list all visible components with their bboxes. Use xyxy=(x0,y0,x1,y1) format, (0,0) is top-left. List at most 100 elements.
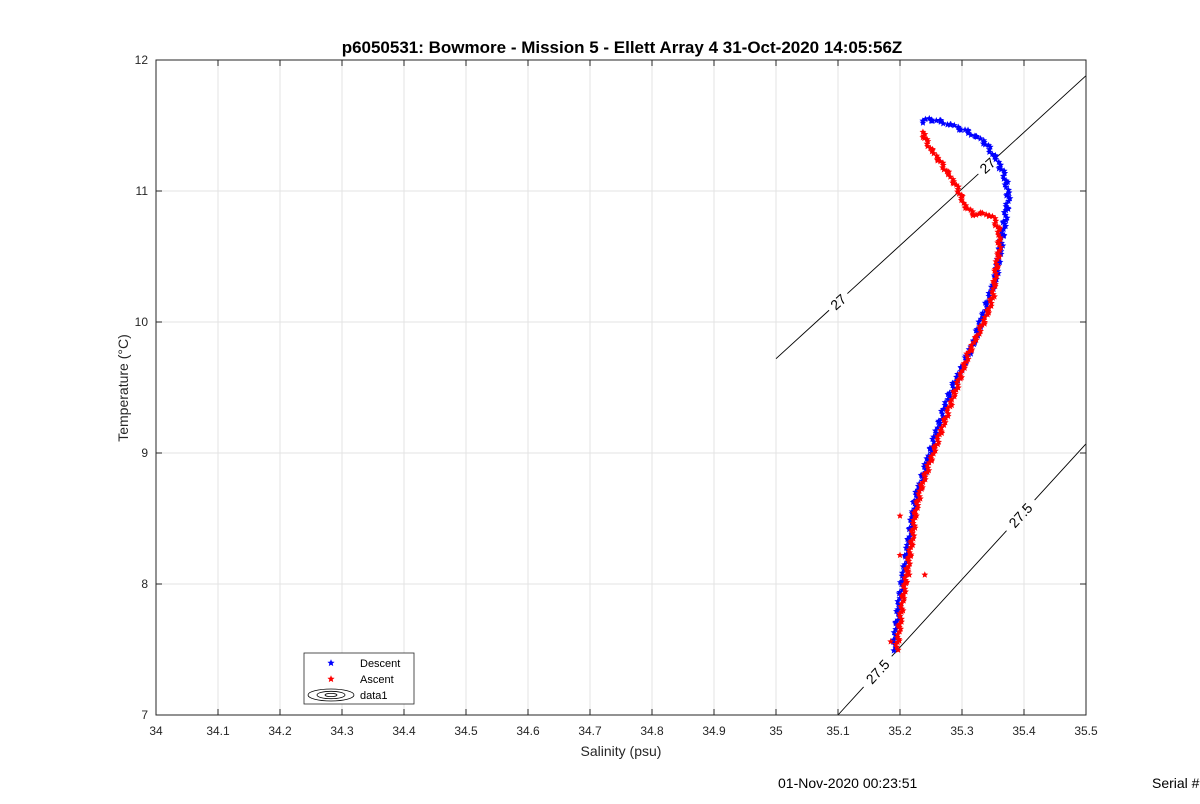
data-point xyxy=(903,564,910,572)
data-point xyxy=(989,290,997,298)
data-point xyxy=(985,148,993,155)
data-point xyxy=(965,348,973,356)
footer-timestamp: 01-Nov-2020 00:23:51 xyxy=(778,775,918,791)
y-tick-label: 11 xyxy=(136,184,149,198)
data-point xyxy=(968,341,975,349)
data-point xyxy=(896,551,904,559)
data-point xyxy=(1002,202,1010,210)
data-point xyxy=(938,424,945,431)
data-point xyxy=(994,255,1001,262)
legend-item-data1: data1 xyxy=(307,688,388,702)
data-point xyxy=(934,433,941,440)
x-tick-label: 34.5 xyxy=(454,724,478,738)
legend-marker-ascent xyxy=(327,675,335,683)
data-point xyxy=(912,507,919,514)
data-point xyxy=(962,202,970,209)
series-ascent xyxy=(887,128,1005,653)
legend-marker-descent xyxy=(327,659,335,667)
data-point xyxy=(916,487,923,494)
x-tick-label: 34.7 xyxy=(578,724,602,738)
legend-label-ascent: Ascent xyxy=(360,674,394,686)
x-tick-label: 35.4 xyxy=(1012,724,1036,738)
data-point xyxy=(902,588,909,595)
data-point xyxy=(887,638,895,645)
chart-title: p6050531: Bowmore - Mission 5 - Ellett A… xyxy=(342,38,903,57)
data-point xyxy=(914,490,922,497)
data-point xyxy=(907,537,915,544)
data-point xyxy=(890,646,898,654)
data-point xyxy=(940,415,948,423)
data-point xyxy=(896,620,903,628)
data-point xyxy=(1005,186,1013,193)
x-tick-label: 35.5 xyxy=(1074,724,1098,738)
data-point xyxy=(976,330,983,337)
plot-area-frame xyxy=(155,59,1087,716)
data-point xyxy=(924,142,931,150)
data-point xyxy=(1005,189,1013,196)
x-tick-label: 34.9 xyxy=(702,724,726,738)
data-point xyxy=(1002,177,1010,184)
data-point xyxy=(992,217,1000,224)
data-point xyxy=(952,386,960,393)
data-point xyxy=(925,466,933,474)
data-point xyxy=(916,492,924,500)
legend-contour-icon-outer xyxy=(307,688,355,702)
data-point xyxy=(893,633,901,641)
data-point xyxy=(921,130,929,138)
data-point xyxy=(982,211,990,218)
data-point xyxy=(991,151,999,159)
x-tick-label: 34.1 xyxy=(206,724,230,738)
data-point xyxy=(983,306,991,314)
data-point xyxy=(970,338,978,346)
data-point xyxy=(954,188,961,195)
data-point xyxy=(948,395,956,403)
data-point xyxy=(995,237,1003,245)
data-point xyxy=(909,525,917,533)
data-point xyxy=(988,150,996,158)
data-point xyxy=(1001,211,1009,219)
density-contour-line xyxy=(837,686,864,716)
data-point xyxy=(967,344,975,351)
y-tick-label: 7 xyxy=(141,708,148,722)
data-point xyxy=(957,372,964,379)
data-point xyxy=(939,159,947,166)
data-point xyxy=(950,387,958,395)
data-point xyxy=(954,185,962,193)
contour-label: 27.5 xyxy=(863,656,893,687)
data-point xyxy=(994,223,1002,230)
data-point xyxy=(939,161,947,169)
data-point xyxy=(935,417,943,424)
data-point xyxy=(995,158,1003,165)
data-point xyxy=(1002,200,1010,207)
data-point xyxy=(994,231,1002,238)
data-point xyxy=(935,438,943,446)
data-point xyxy=(976,322,984,330)
x-tick-label: 35 xyxy=(769,724,783,738)
density-contour-line xyxy=(891,530,1007,657)
data-point xyxy=(900,580,908,588)
data-point xyxy=(1000,218,1007,225)
data-point xyxy=(1000,175,1008,182)
data-point xyxy=(945,168,953,175)
data-point xyxy=(914,504,922,511)
legend-label-descent: Descent xyxy=(360,658,400,670)
footer-serial: Serial # xyxy=(1152,775,1200,791)
data-point xyxy=(996,224,1004,231)
data-point xyxy=(944,404,952,412)
data-point xyxy=(956,369,964,377)
data-series xyxy=(887,114,1014,654)
data-point xyxy=(950,392,958,400)
data-point xyxy=(921,470,929,477)
data-point xyxy=(939,119,947,127)
legend-item-descent: Descent xyxy=(327,658,400,670)
data-point xyxy=(949,379,956,387)
data-point xyxy=(964,355,972,363)
data-point xyxy=(909,535,917,542)
x-tick-label: 34.6 xyxy=(516,724,540,738)
y-tick-label: 8 xyxy=(141,577,148,591)
x-tick-label: 34.2 xyxy=(268,724,292,738)
data-point xyxy=(926,444,934,452)
x-tick-label: 35.1 xyxy=(826,724,850,738)
